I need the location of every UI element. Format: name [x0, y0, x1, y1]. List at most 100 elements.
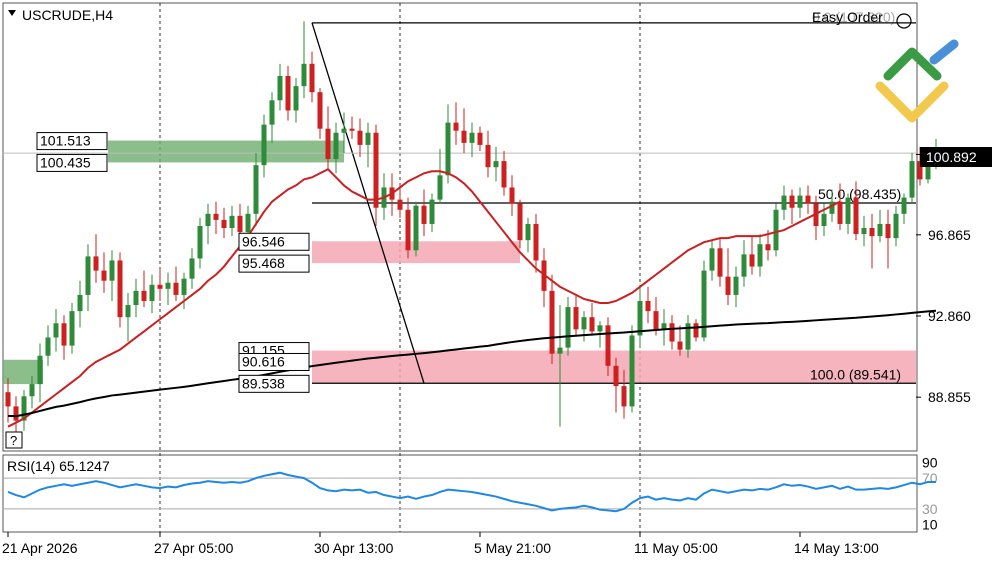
- candle-body: [229, 215, 235, 229]
- candle-body: [525, 223, 531, 241]
- candle-body: [613, 365, 619, 387]
- candle-body: [669, 323, 675, 342]
- rsi-level-label: 90: [922, 455, 938, 471]
- candle-body: [821, 213, 827, 226]
- rsi-line: [7, 471, 936, 513]
- time-tick-label: 30 Apr 13:00: [314, 540, 394, 556]
- help-button[interactable]: [5, 431, 23, 449]
- symbol-label: USCRUDE,H4: [22, 7, 113, 23]
- candle-body: [637, 300, 643, 336]
- broker-logo-icon: [875, 39, 959, 123]
- green-zone-bottom-label: 100.435: [40, 154, 91, 170]
- candle-body: [77, 294, 83, 312]
- green-zone-top-label: 101.513: [40, 133, 91, 149]
- candle-body: [309, 63, 315, 93]
- green-zone-left: [3, 359, 43, 385]
- rsi-label: RSI(14) 65.1247: [7, 458, 110, 474]
- candle-body: [301, 63, 307, 87]
- fib-bot-label: 100.0 (89.541): [810, 366, 901, 382]
- easy-order-label[interactable]: Easy Order: [812, 9, 883, 25]
- red-zone-low-bottom-label: 89.538: [242, 375, 285, 391]
- candle-body: [501, 161, 507, 188]
- candle-body: [653, 311, 659, 330]
- candle-body: [701, 270, 707, 338]
- candle-body: [85, 256, 91, 295]
- candle-body: [413, 205, 419, 251]
- green-zone-top-label-box: [36, 132, 108, 151]
- candle-body: [861, 228, 867, 235]
- candle-body: [837, 201, 843, 224]
- candle-body: [493, 161, 499, 168]
- easy-order-icon[interactable]: [896, 13, 912, 29]
- red-zone-mid-top-label-box: [238, 232, 310, 251]
- time-tick-label: 14 May 13:00: [794, 540, 879, 556]
- price-tick-label: 92.860: [928, 308, 971, 324]
- candle-body: [93, 256, 99, 271]
- candle-body: [61, 323, 67, 346]
- red-zone-mid-top-label: 96.546: [242, 233, 285, 249]
- candle-body: [197, 225, 203, 259]
- candle-body: [645, 300, 651, 312]
- candle-body: [181, 278, 187, 295]
- candle-body: [13, 406, 19, 421]
- candle-body: [893, 213, 899, 239]
- candle-body: [773, 209, 779, 251]
- time-tick-label: 27 Apr 05:00: [154, 540, 234, 556]
- rsi-level-label: 30: [922, 501, 938, 517]
- candle-body: [317, 92, 323, 129]
- symbol-menu-triangle-icon[interactable]: [8, 10, 16, 16]
- candle-body: [477, 132, 483, 145]
- candle-body: [597, 325, 603, 332]
- candle-body: [261, 124, 267, 166]
- candle-body: [693, 323, 699, 338]
- candle-body: [37, 355, 43, 385]
- candle-body: [349, 128, 355, 131]
- candle-body: [781, 195, 787, 210]
- candle-body: [509, 187, 515, 204]
- zone-price-labels: 101.513100.43596.54695.46891.15590.61689…: [36, 132, 310, 393]
- candle-body: [293, 86, 299, 111]
- candle-body: [237, 215, 243, 233]
- rsi-panel-frame: [2, 454, 918, 533]
- green-zone: [108, 140, 344, 163]
- candle-body: [733, 276, 739, 295]
- red-zone-low-mid-label-box: [238, 352, 310, 371]
- candle-body: [925, 163, 931, 180]
- candle-body: [277, 75, 283, 101]
- candle-body: [845, 197, 851, 224]
- time-axis[interactable]: 21 Apr 2026 27 Apr 05:00 30 Apr 13:00 5 May…: [2, 532, 879, 556]
- candle-body: [45, 337, 51, 356]
- candle-body: [853, 197, 859, 235]
- time-tick-label: 5 May 21:00: [474, 540, 551, 556]
- candle-body: [901, 197, 907, 214]
- candle-body: [21, 396, 27, 421]
- candle-body: [909, 161, 915, 198]
- fib-top-label: 0.0 (107.320): [812, 9, 895, 25]
- candle-body: [557, 347, 563, 354]
- time-tick-label: 11 May 05:00: [634, 540, 718, 556]
- candle-body: [101, 270, 107, 281]
- session-separators: [159, 3, 641, 532]
- fib-mid-label: 50.0 (98.435): [818, 186, 901, 202]
- candle-body: [453, 122, 459, 131]
- red-zone-low-mid-label: 90.616: [242, 353, 285, 369]
- candle-body: [741, 254, 747, 277]
- candle-body: [605, 325, 611, 366]
- candle-body: [69, 311, 75, 346]
- candle-body: [549, 290, 555, 354]
- candle-body: [829, 201, 835, 214]
- candle-body: [117, 260, 123, 318]
- candle-body: [149, 284, 155, 301]
- moving-averages: [7, 168, 937, 428]
- candle-body: [205, 213, 211, 226]
- candle-body: [917, 161, 923, 180]
- candle-body: [405, 209, 411, 251]
- ma-slow-line: [7, 309, 937, 418]
- candle-body: [621, 386, 627, 407]
- candle-body: [749, 254, 755, 267]
- candle-body: [677, 341, 683, 350]
- candle-body: [445, 122, 451, 176]
- candle-body: [877, 223, 883, 237]
